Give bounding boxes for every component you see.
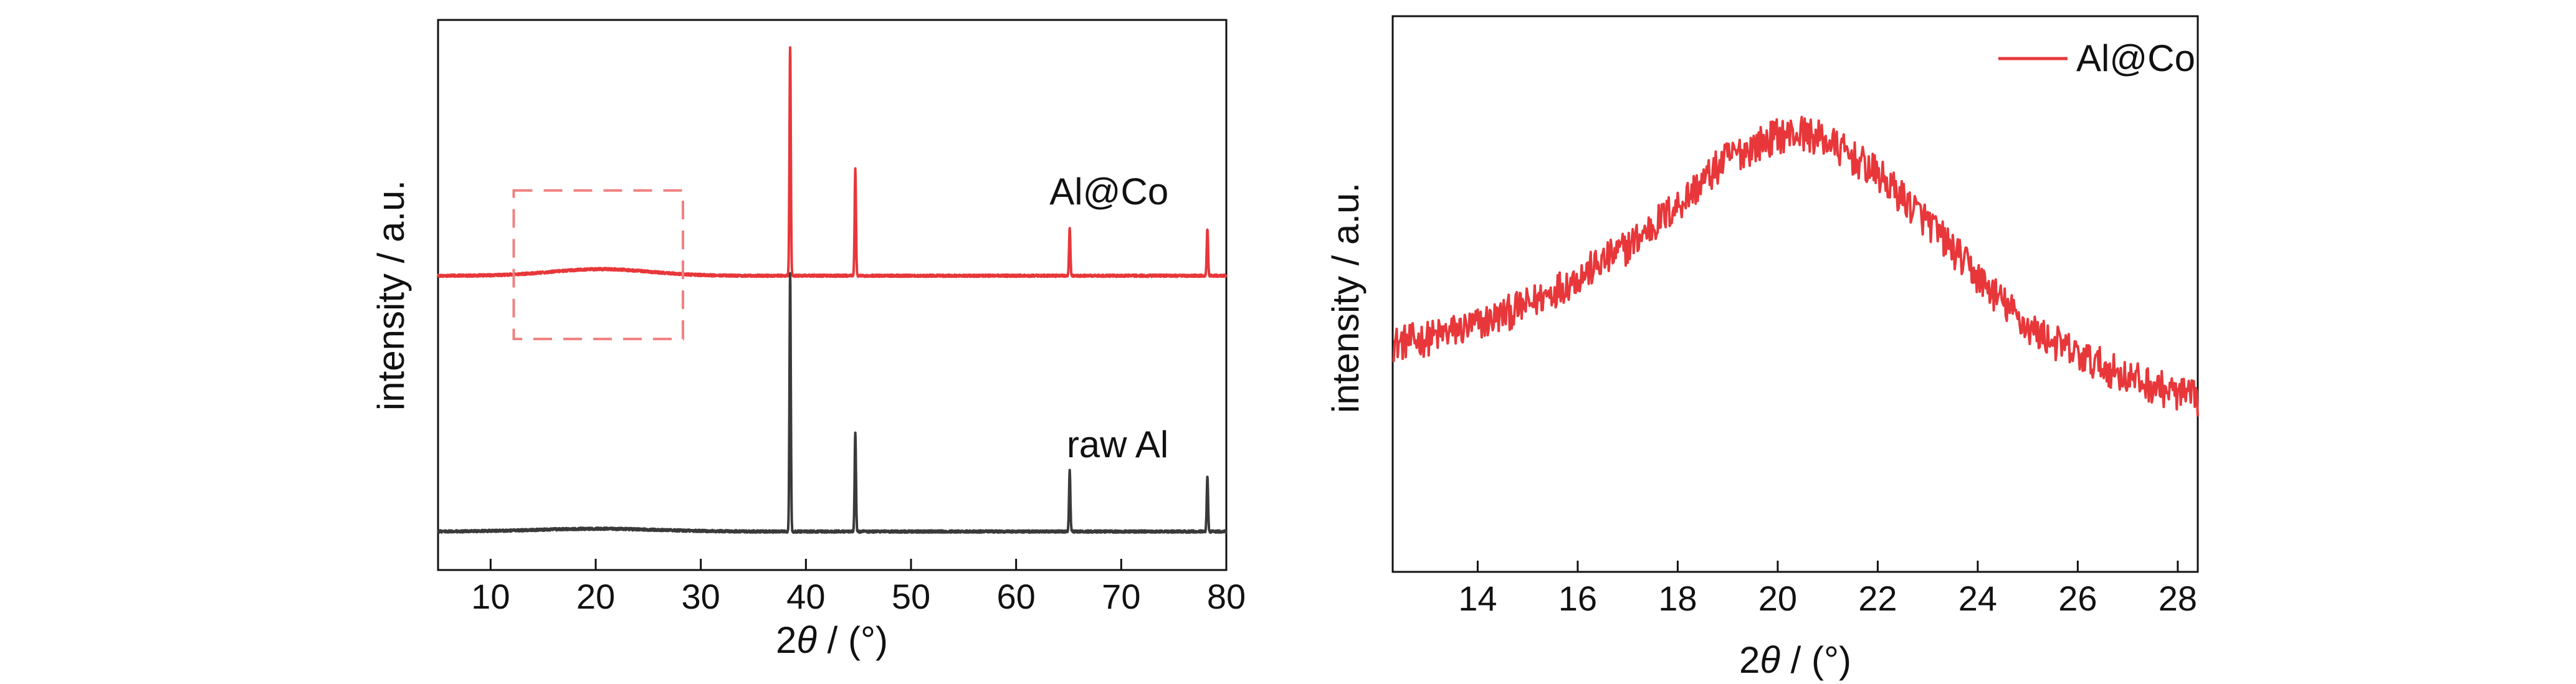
- x-axis-label-suffix: / (°): [1780, 639, 1851, 681]
- series-group: [437, 46, 1228, 534]
- zoom-region-box: [512, 189, 684, 341]
- series-line-raw-al: [437, 272, 1228, 534]
- x-tick-label: 24: [1958, 579, 1997, 618]
- x-tick-label: 50: [892, 577, 930, 616]
- x-tick-label: 14: [1458, 579, 1497, 618]
- x-axis-ticks: 14 16 18 20 22 24 26 28: [1458, 561, 2197, 618]
- x-tick-label: 10: [471, 577, 510, 616]
- x-axis-label-symbol: θ: [796, 619, 817, 661]
- series-group: [1392, 115, 2199, 417]
- x-tick-label: 20: [1758, 579, 1797, 618]
- x-axis-ticks: 10 20 30 40 50 60 70 80: [471, 559, 1246, 616]
- y-axis-label: intensity / a.u.: [370, 180, 412, 411]
- x-tick-label: 60: [997, 577, 1036, 616]
- x-axis-label: 2θ / (°): [776, 619, 888, 661]
- x-axis-label-prefix: 2: [1739, 639, 1760, 681]
- legend: Al@Co: [1998, 37, 2195, 79]
- x-tick-label: 40: [786, 577, 825, 616]
- x-tick-label: 30: [682, 577, 720, 616]
- x-axis-label: 2θ / (°): [1739, 639, 1851, 681]
- x-tick-label: 18: [1658, 579, 1697, 618]
- plot-frame: [1391, 15, 2199, 573]
- xrd-zoom-chart: 14 16 18 20 22 24 26 28 Al@Co 2θ / (°) intensit…: [1325, 15, 2199, 681]
- series-label-alco: Al@Co: [1049, 171, 1168, 212]
- legend-label-alco: Al@Co: [2076, 37, 2195, 79]
- x-tick-label: 16: [1558, 579, 1597, 618]
- x-tick-label: 26: [2058, 579, 2097, 618]
- x-axis-label-prefix: 2: [776, 619, 796, 661]
- series-label-raw-al: raw Al: [1067, 424, 1168, 465]
- x-tick-label: 70: [1102, 577, 1140, 616]
- x-tick-label: 22: [1858, 579, 1897, 618]
- plot-frame: [437, 19, 1228, 571]
- x-tick-label: 28: [2159, 579, 2197, 618]
- x-axis-label-symbol: θ: [1760, 639, 1780, 681]
- x-tick-label: 80: [1207, 577, 1246, 616]
- series-line-alco: [437, 46, 1228, 278]
- x-tick-label: 20: [576, 577, 615, 616]
- xrd-full-range-chart: 10 20 30 40 50 60 70 80 Al@Co raw Al 2θ / (°) i…: [370, 19, 1246, 661]
- series-line-alco: [1392, 115, 2199, 417]
- x-axis-label-suffix: / (°): [817, 619, 888, 661]
- y-axis-label: intensity / a.u.: [1325, 183, 1367, 413]
